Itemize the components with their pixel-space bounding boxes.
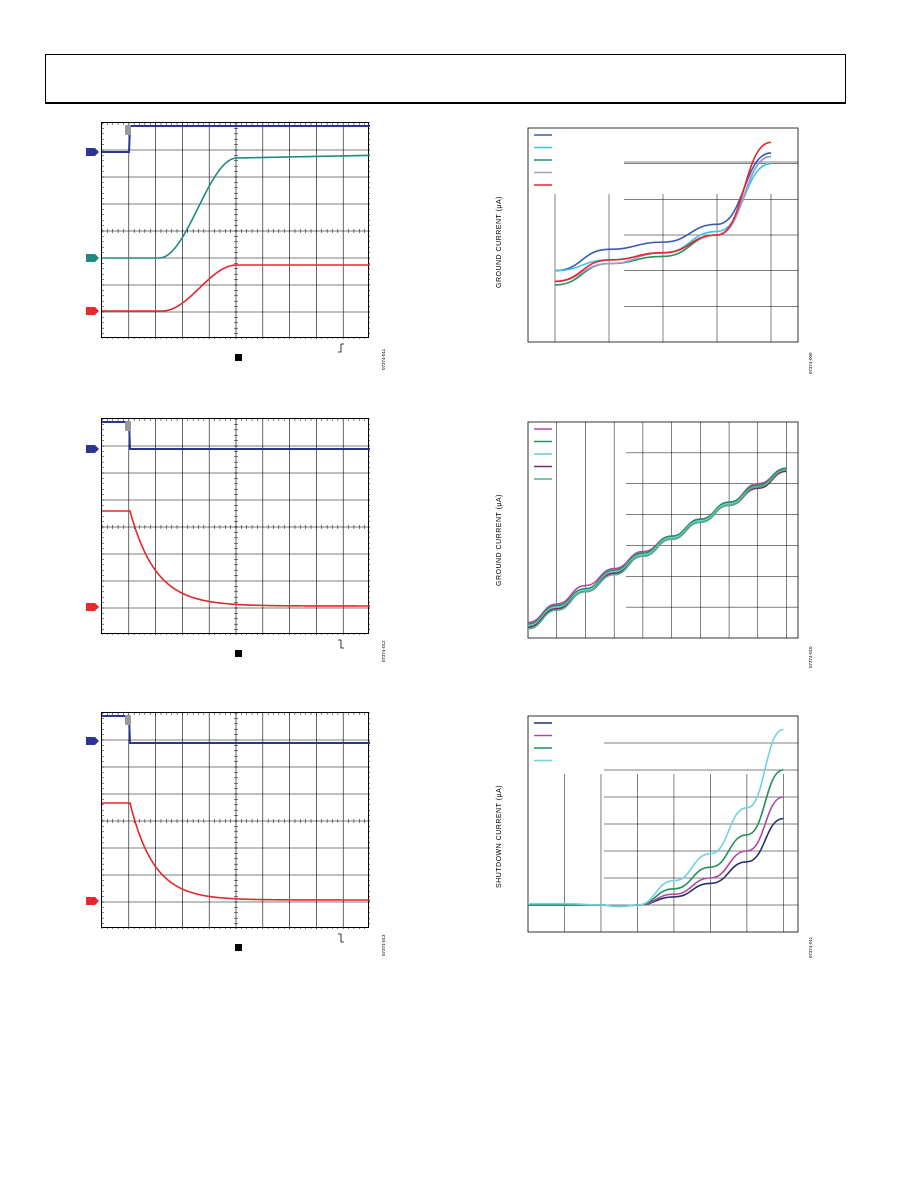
scope-panel-1: 07374-011 bbox=[85, 118, 386, 378]
figure-code: 07374-009 bbox=[808, 352, 813, 374]
scope-panel-2: 07374-012 bbox=[85, 414, 386, 674]
series-line bbox=[528, 796, 784, 908]
trigger-marker-icon bbox=[125, 421, 131, 431]
enable-trace bbox=[102, 125, 370, 153]
ch2-marker-icon bbox=[86, 254, 99, 262]
figure-code: 07374-011 bbox=[808, 936, 813, 958]
output-trace bbox=[102, 154, 371, 259]
output-trace bbox=[102, 802, 370, 901]
scope-grid bbox=[86, 122, 371, 353]
scale-marker-icon bbox=[235, 650, 242, 657]
ch1-marker-icon bbox=[86, 445, 99, 453]
y-axis-label: SHUTDOWN CURRENT (µA) bbox=[496, 784, 503, 888]
ch1-marker-icon bbox=[86, 148, 99, 156]
plot-frame bbox=[527, 421, 799, 639]
series-line bbox=[528, 769, 784, 908]
current-trace bbox=[102, 264, 370, 312]
page-header bbox=[45, 54, 846, 104]
chart-panel-1: GROUND CURRENT (µA) 07374-009 bbox=[490, 120, 820, 380]
scope-panel-3: 07374-013 bbox=[85, 708, 386, 968]
scope-grid bbox=[86, 418, 370, 649]
trigger-marker-icon bbox=[125, 125, 131, 135]
ch3-marker-icon bbox=[86, 307, 99, 315]
scale-marker-icon bbox=[235, 944, 242, 951]
scope-grid bbox=[86, 712, 370, 943]
y-axis-label: GROUND CURRENT (µA) bbox=[496, 196, 503, 288]
series-line bbox=[554, 141, 772, 283]
figure-code: 07374-012 bbox=[381, 640, 386, 662]
ch1-marker-icon bbox=[86, 737, 99, 745]
series-line bbox=[527, 470, 787, 628]
chart-panel-3: SHUTDOWN CURRENT (µA) 07374-011 bbox=[490, 708, 820, 968]
series-line bbox=[527, 469, 787, 630]
enable-trace bbox=[102, 715, 370, 744]
trigger-edge-icon bbox=[338, 343, 344, 353]
shutdown-current-chart bbox=[527, 715, 799, 933]
figure-code: 07374-011 bbox=[381, 348, 386, 370]
ch2-marker-icon bbox=[86, 897, 99, 905]
output-trace bbox=[102, 510, 370, 607]
series-line bbox=[527, 728, 784, 908]
figure-code: 07374-013 bbox=[381, 934, 386, 956]
trigger-marker-icon bbox=[125, 715, 131, 725]
trigger-edge-icon bbox=[338, 933, 344, 943]
ch2-marker-icon bbox=[86, 603, 99, 611]
ground-current-chart-1 bbox=[527, 127, 799, 343]
trigger-edge-icon bbox=[338, 639, 344, 649]
figure-code: 07374-010 bbox=[808, 646, 813, 668]
chart-panel-2: GROUND CURRENT (µA) 07374-010 bbox=[490, 414, 820, 674]
enable-trace bbox=[102, 421, 370, 450]
y-axis-label: GROUND CURRENT (µA) bbox=[496, 494, 503, 586]
ground-current-chart-2 bbox=[527, 421, 799, 639]
scale-marker-icon bbox=[235, 354, 242, 361]
series-line bbox=[527, 467, 787, 625]
